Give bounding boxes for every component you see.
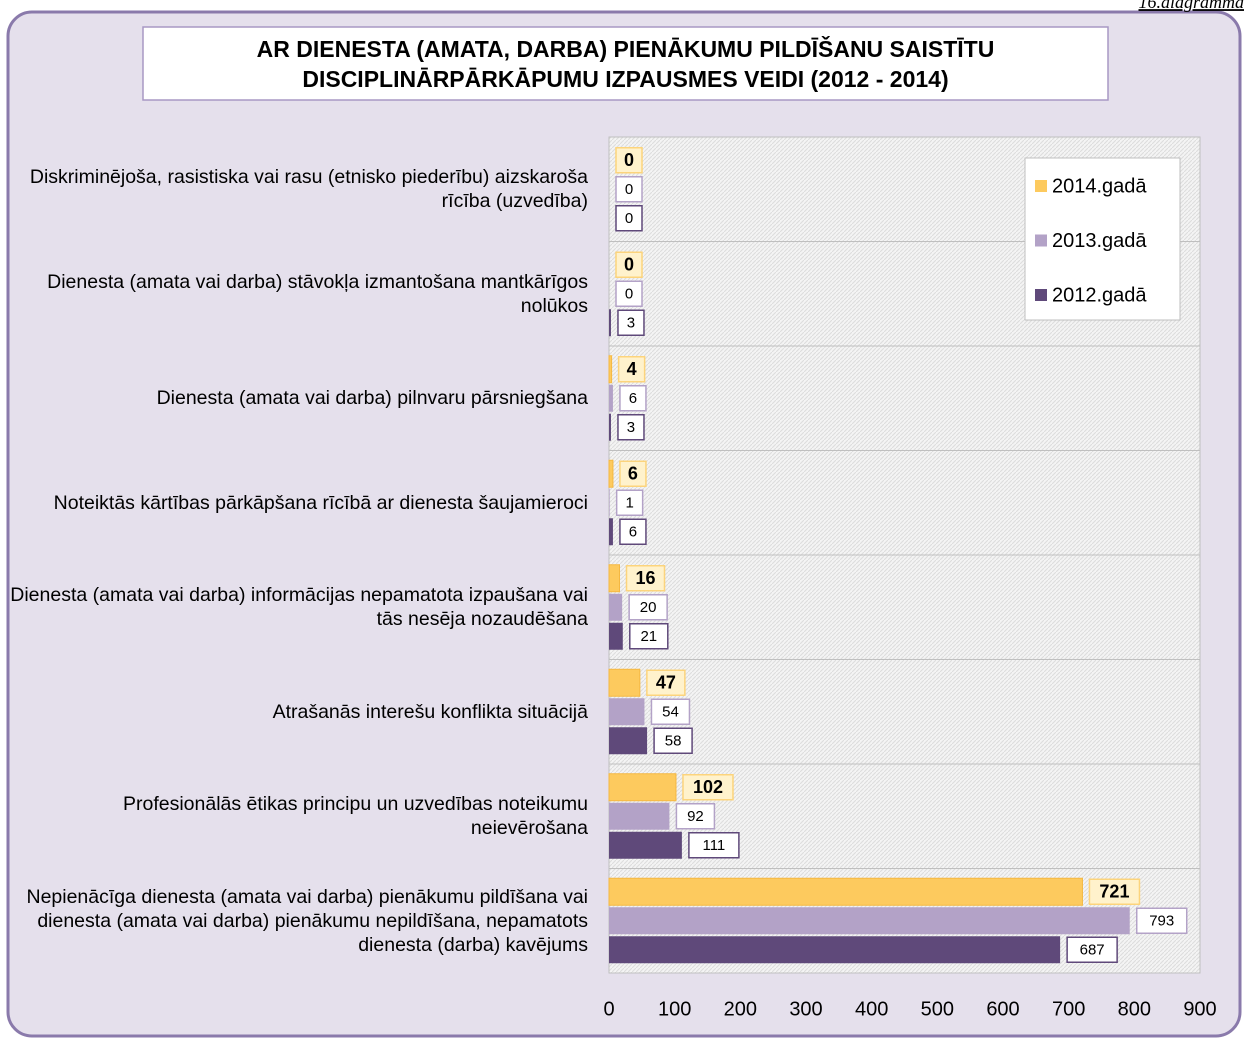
data-label-box [682,774,734,801]
category-label: Noteiktās kārtības pārkāpšana rīcībā ar … [53,491,588,514]
category-label: Diskriminējoša, rasistiska vai rasu (etn… [29,166,588,213]
legend-swatch [1035,180,1047,192]
data-label: 0 [624,255,634,275]
data-label: 6 [629,390,637,407]
bar [609,936,1061,964]
data-label-box [617,309,645,336]
data-label-box [646,669,686,696]
data-label: 6 [628,464,638,484]
legend-swatch [1035,289,1047,301]
figure-label: 16.diagramma [1138,0,1244,12]
data-label-box [1088,878,1141,905]
legend-label: 2012.gadā [1052,284,1147,306]
data-label-box [653,727,693,754]
data-label: 687 [1080,942,1105,959]
chart-title: AR DIENESTA (AMATA, DARBA) PIENĀKUMU PIL… [256,35,995,92]
data-label-box [619,460,647,487]
x-tick-label: 800 [1118,998,1151,1020]
x-tick-label: 300 [789,998,822,1020]
x-tick-label: 400 [855,998,888,1020]
legend-label: 2013.gadā [1052,230,1147,252]
data-label: 0 [625,210,633,227]
data-label: 47 [656,673,676,693]
data-label: 111 [702,837,725,854]
x-tick-label: 200 [724,998,757,1020]
data-label: 54 [662,704,679,721]
x-tick-label: 600 [986,998,1019,1020]
bar [609,698,645,726]
data-label-box [615,280,643,307]
bar [608,877,1083,906]
bar [608,564,621,593]
bar [609,907,1130,935]
data-label-box [628,594,668,621]
legend-box [1024,157,1181,321]
data-label-box [619,518,647,545]
bar [609,489,610,517]
data-label: 16 [635,568,655,588]
data-label: 102 [693,777,723,797]
data-label: 3 [627,419,635,436]
category-label: Profesionālās ētikas principu un uzvedīb… [122,793,588,840]
data-label: 793 [1149,913,1174,930]
bar [608,459,614,488]
bar [609,727,648,755]
data-label-box [1135,907,1188,934]
bar [609,413,611,441]
data-label: 21 [640,628,657,645]
bar [609,622,623,650]
data-label-box [1066,936,1118,963]
data-label-box [688,832,740,859]
data-label: 0 [625,286,633,303]
data-label-box [615,251,643,278]
data-label-box [650,698,691,725]
data-label: 0 [625,181,633,198]
bar [608,668,641,697]
category-label: Nepienācīga dienesta (amata vai darba) p… [26,885,588,956]
bar [609,593,623,621]
data-label-box [675,803,716,830]
bar [609,384,613,412]
x-tick-label: 0 [603,998,614,1020]
bar [608,773,677,802]
data-label-box [617,414,645,441]
data-label: 3 [627,315,635,332]
legend-label: 2014.gadā [1052,175,1147,197]
data-label-box [615,205,643,232]
bar [608,355,613,384]
data-label-box [617,356,646,383]
category-label: Dienesta (amata vai darba) pilnvaru pārs… [156,387,588,410]
data-label: 4 [627,359,637,379]
bar [609,309,611,337]
data-label: 1 [625,495,633,512]
category-label: Dienesta (amata vai darba) stāvokļa izma… [47,270,588,317]
bar [609,831,682,859]
x-tick-label: 500 [921,998,954,1020]
data-label-box [615,147,643,174]
bar [609,802,670,830]
category-label: Dienesta (amata vai darba) informācijas … [10,584,588,631]
data-label: 92 [687,808,704,825]
data-label: 20 [640,599,657,616]
legend-swatch [1035,234,1047,247]
data-label: 58 [665,733,682,750]
title-box [142,26,1109,101]
category-label: Atrašanās interešu konflikta situācijā [272,700,588,723]
data-label-box [625,565,666,592]
x-tick-label: 700 [1052,998,1085,1020]
x-tick-label: 900 [1183,998,1216,1020]
data-label: 721 [1099,882,1129,902]
bar [609,518,613,546]
data-label-box [619,385,647,412]
data-label-box [629,623,669,650]
data-label: 6 [629,524,637,541]
data-label-box [615,489,644,516]
data-label-box [615,176,643,203]
x-tick-label: 100 [658,998,691,1020]
data-label: 0 [624,150,634,170]
